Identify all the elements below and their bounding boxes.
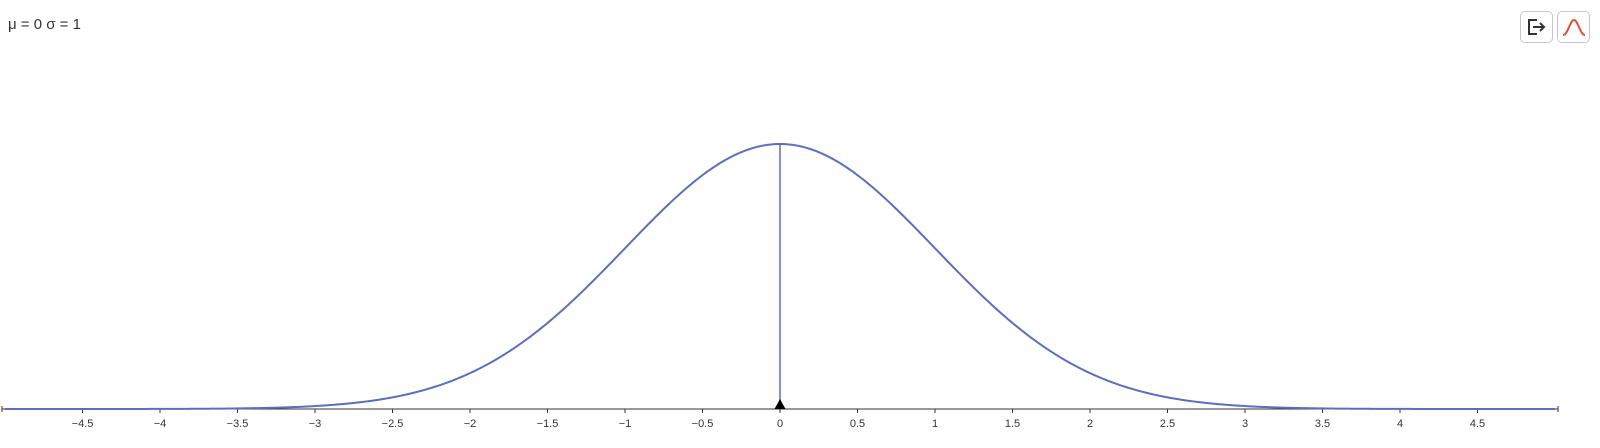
- graph-toolbar: [1520, 11, 1590, 43]
- export-icon: [1527, 19, 1545, 35]
- x-tick-label: 2.5: [1160, 418, 1175, 430]
- plot-area: [5, 142, 1555, 410]
- x-tick-label: −2: [464, 418, 477, 430]
- x-tick-label: 3: [1242, 418, 1248, 430]
- bell-curve-icon: [1562, 18, 1585, 36]
- x-axis-ticks: [82, 409, 1478, 413]
- x-tick-label: 4: [1397, 418, 1403, 430]
- x-tick-label: 0: [777, 418, 783, 430]
- mean-marker: [774, 399, 786, 409]
- x-tick-label: −0.5: [692, 418, 714, 430]
- x-tick-label: −4: [154, 418, 167, 430]
- distribution-style-button[interactable]: [1557, 11, 1590, 43]
- x-axis-tick-labels: −4.5 −4 −3.5 −3 −2.5 −2 −1.5 −1 −0.5 0 0.5 1 1.5 2 2.5…: [72, 418, 1486, 430]
- x-tick-label: −2.5: [382, 418, 404, 430]
- x-tick-label: −3.5: [227, 418, 249, 430]
- x-tick-label: −4.5: [72, 418, 94, 430]
- x-tick-label: 1: [932, 418, 938, 430]
- distribution-parameters: μ = 0 σ = 1: [8, 16, 81, 33]
- x-tick-label: −1.5: [537, 418, 559, 430]
- x-tick-label: −3: [309, 418, 322, 430]
- x-tick-label: 1.5: [1005, 418, 1020, 430]
- x-tick-label: 4.5: [1470, 418, 1485, 430]
- x-tick-label: 2: [1087, 418, 1093, 430]
- x-tick-label: −1: [619, 418, 632, 430]
- export-button[interactable]: [1520, 11, 1553, 43]
- x-tick-label: 3.5: [1315, 418, 1330, 430]
- x-tick-label: 0.5: [850, 418, 865, 430]
